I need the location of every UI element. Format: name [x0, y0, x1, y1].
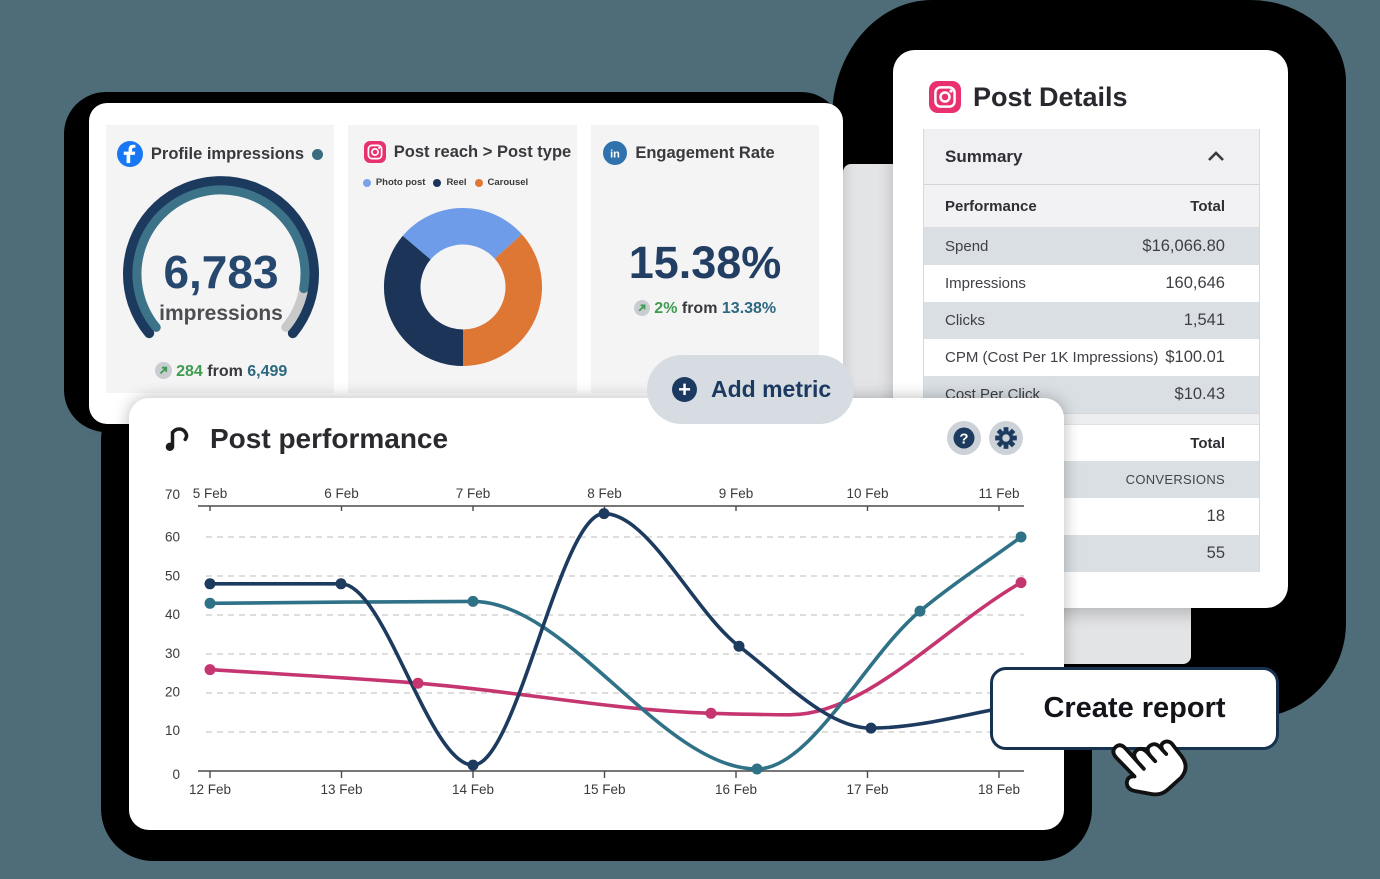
svg-text:20: 20 [165, 685, 180, 700]
svg-text:9 Feb: 9 Feb [719, 486, 754, 501]
svg-text:13 Feb: 13 Feb [320, 782, 362, 797]
svg-text:in: in [610, 149, 620, 161]
svg-text:?: ? [959, 431, 968, 448]
svg-text:50: 50 [165, 569, 180, 584]
svg-text:8 Feb: 8 Feb [587, 486, 622, 501]
svg-text:0: 0 [172, 767, 180, 782]
svg-text:7 Feb: 7 Feb [456, 486, 491, 501]
svg-text:12 Feb: 12 Feb [189, 782, 231, 797]
svg-text:5 Feb: 5 Feb [193, 486, 228, 501]
svg-text:60: 60 [165, 530, 180, 545]
svg-text:40: 40 [165, 607, 180, 622]
svg-text:16 Feb: 16 Feb [715, 782, 757, 797]
svg-text:18 Feb: 18 Feb [978, 782, 1020, 797]
svg-text:15 Feb: 15 Feb [583, 782, 625, 797]
svg-text:14 Feb: 14 Feb [452, 782, 494, 797]
svg-text:30: 30 [165, 646, 180, 661]
svg-text:11 Feb: 11 Feb [978, 486, 1019, 501]
svg-text:10: 10 [165, 723, 180, 738]
svg-text:70: 70 [165, 487, 180, 502]
svg-text:10 Feb: 10 Feb [846, 486, 888, 501]
svg-text:6 Feb: 6 Feb [324, 486, 359, 501]
svg-text:17 Feb: 17 Feb [846, 782, 888, 797]
